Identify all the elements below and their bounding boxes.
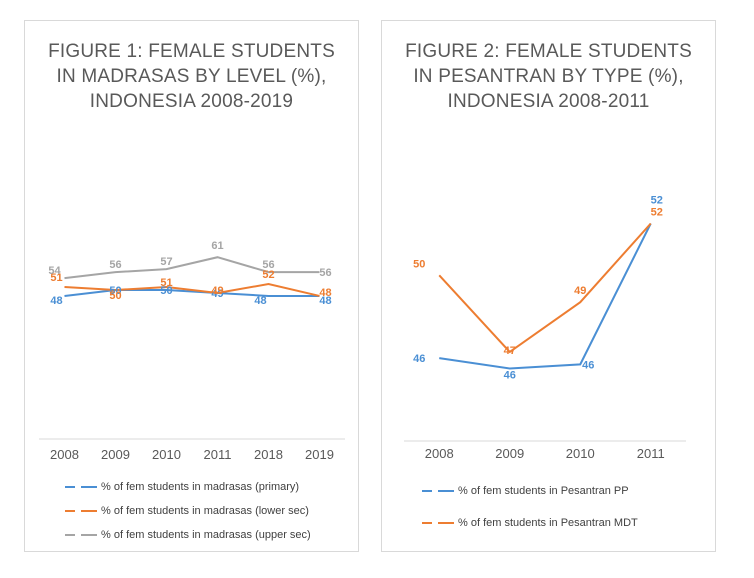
data-label: 46 xyxy=(582,359,594,371)
figure-1-title-line-1: FIGURE 1: FEMALE STUDENTS xyxy=(48,41,335,62)
data-label: 50 xyxy=(413,258,425,270)
legend-swatch-lower-sec xyxy=(65,506,97,516)
data-label: 49 xyxy=(574,285,586,297)
x-tick-label: 2019 xyxy=(305,447,334,462)
series-line-0 xyxy=(64,289,320,297)
data-label: 52 xyxy=(651,207,663,219)
data-label: 57 xyxy=(160,256,172,268)
figure-2-title: FIGURE 2: FEMALE STUDENTS IN PESANTRAN B… xyxy=(382,39,715,114)
legend-label-pesantran-mdt: % of fem students in Pesantran MDT xyxy=(458,517,638,529)
legend-swatch-pesantran-pp xyxy=(422,486,454,496)
series-line-1 xyxy=(438,222,652,354)
data-label: 47 xyxy=(504,345,516,357)
data-label: 49 xyxy=(211,285,223,297)
data-label: 52 xyxy=(262,269,274,281)
legend-item-pesantran-mdt: % of fem students in Pesantran MDT xyxy=(422,517,638,529)
data-label: 48 xyxy=(319,287,331,299)
legend-swatch-primary xyxy=(65,482,97,492)
data-label: 56 xyxy=(319,267,331,279)
figure-1-title-line-3: INDONESIA 2008-2019 xyxy=(89,91,294,112)
data-label: 61 xyxy=(211,240,223,252)
legend-swatch-pesantran-mdt xyxy=(422,518,454,528)
data-label: 48 xyxy=(254,295,266,307)
data-label: 56 xyxy=(262,259,274,271)
legend-label-upper-sec: % of fem students in madrasas (upper sec… xyxy=(101,529,311,541)
series-line-2 xyxy=(64,256,320,280)
figure-2-title-line-2: IN PESANTRAN BY TYPE (%), xyxy=(413,66,684,87)
x-tick-label: 2011 xyxy=(204,447,232,462)
data-label: 52 xyxy=(651,195,663,207)
x-tick-label: 2011 xyxy=(637,446,665,461)
data-label: 54 xyxy=(48,265,61,277)
x-tick-label: 2008 xyxy=(50,447,79,462)
figure-1-title-line-2: IN MADRASAS BY LEVEL (%), xyxy=(56,66,327,87)
data-label: 46 xyxy=(413,353,425,365)
data-label: 49 xyxy=(211,288,223,300)
series-line-1 xyxy=(64,283,320,297)
x-tick-label: 2009 xyxy=(101,447,130,462)
legend-label-pesantran-pp: % of fem students in Pesantran PP xyxy=(458,485,629,497)
figure-2-title-line-3: INDONESIA 2008-2011 xyxy=(447,91,650,112)
figure-2-panel: FIGURE 2: FEMALE STUDENTS IN PESANTRAN B… xyxy=(381,20,716,552)
data-label: 48 xyxy=(50,295,62,307)
legend-label-primary: % of fem students in madrasas (primary) xyxy=(101,481,300,493)
figure-2-plot: 2008 2009 2010 2011 46 46 46 52 50 47 49 52 xyxy=(404,195,686,461)
data-label: 50 xyxy=(109,285,121,297)
data-label: 51 xyxy=(160,277,172,289)
legend-item-primary: % of fem students in madrasas (primary) xyxy=(65,481,299,493)
data-label: 48 xyxy=(319,295,331,307)
series-line-0 xyxy=(439,223,652,370)
data-label: 50 xyxy=(109,290,121,302)
x-tick-label: 2010 xyxy=(566,446,595,461)
data-label: 50 xyxy=(160,285,172,297)
figure-2-title-line-1: FIGURE 2: FEMALE STUDENTS xyxy=(405,41,692,62)
legend-swatch-upper-sec xyxy=(65,530,97,540)
data-label: 56 xyxy=(109,259,121,271)
x-tick-label: 2010 xyxy=(152,447,181,462)
legend-item-lower-sec: % of fem students in madrasas (lower sec… xyxy=(65,505,309,517)
data-label: 51 xyxy=(50,272,62,284)
legend-item-pesantran-pp: % of fem students in Pesantran PP xyxy=(422,485,629,497)
x-tick-label: 2018 xyxy=(254,447,283,462)
x-tick-label: 2009 xyxy=(495,446,524,461)
figure-1-panel: FIGURE 1: FEMALE STUDENTS IN MADRASAS BY… xyxy=(24,20,359,552)
x-tick-label: 2008 xyxy=(425,446,454,461)
data-label: 46 xyxy=(504,370,516,382)
legend-label-lower-sec: % of fem students in madrasas (lower sec… xyxy=(101,505,309,517)
figure-1-title: FIGURE 1: FEMALE STUDENTS IN MADRASAS BY… xyxy=(25,39,358,114)
legend-item-upper-sec: % of fem students in madrasas (upper sec… xyxy=(65,529,311,541)
